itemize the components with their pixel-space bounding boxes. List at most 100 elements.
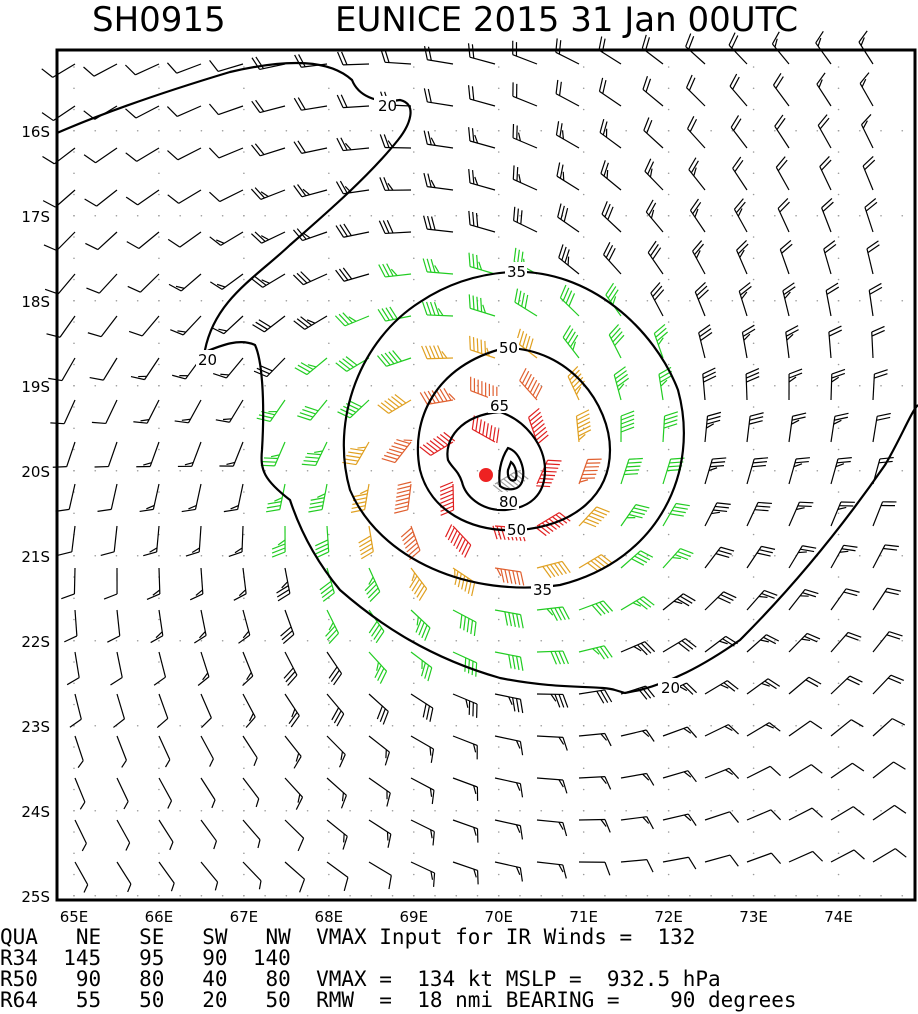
grid-dot bbox=[752, 894, 755, 897]
wind-barb bbox=[377, 350, 412, 367]
wind-barb bbox=[578, 554, 613, 572]
grid-dot bbox=[434, 554, 436, 557]
wind-barb bbox=[208, 103, 244, 116]
grid-dot bbox=[73, 87, 75, 90]
grid-dot bbox=[497, 108, 500, 111]
grid-dot bbox=[455, 809, 458, 812]
grid-dot bbox=[243, 533, 245, 536]
wind-barb bbox=[61, 567, 76, 600]
grid-dot bbox=[412, 703, 415, 706]
grid-dot bbox=[412, 767, 415, 770]
grid-dot bbox=[858, 299, 861, 302]
wind-barb bbox=[251, 231, 286, 244]
wind-barb bbox=[42, 147, 76, 165]
grid-dot bbox=[540, 809, 543, 812]
grid-dot bbox=[455, 384, 458, 387]
grid-dot bbox=[328, 554, 330, 557]
grid-dot bbox=[519, 469, 521, 472]
grid-dot bbox=[667, 491, 670, 493]
wind-barb bbox=[689, 198, 706, 233]
wind-barb bbox=[83, 105, 118, 120]
grid-dot bbox=[497, 894, 500, 897]
wind-barb bbox=[471, 415, 500, 444]
grid-dot bbox=[880, 299, 882, 302]
wind-barb bbox=[771, 31, 790, 65]
wind-barb bbox=[662, 856, 697, 870]
wind-barb bbox=[600, 160, 622, 191]
wind-barb bbox=[644, 158, 664, 191]
grid-dot bbox=[243, 788, 245, 791]
wind-barb bbox=[410, 609, 431, 641]
wind-barb bbox=[830, 849, 865, 863]
wind-barb bbox=[126, 231, 160, 250]
grid-dot bbox=[158, 767, 160, 770]
wind-barb bbox=[284, 819, 305, 852]
grid-dot bbox=[73, 852, 75, 855]
grid-dot bbox=[582, 894, 585, 897]
wind-barb bbox=[69, 693, 82, 728]
grid-dot bbox=[476, 809, 479, 812]
grid-dot bbox=[243, 257, 245, 260]
grid-dot bbox=[816, 809, 819, 812]
grid-dot bbox=[115, 554, 118, 557]
grid-dot bbox=[752, 406, 755, 408]
grid-dot bbox=[858, 894, 861, 897]
grid-dot bbox=[752, 873, 755, 876]
wind-barb bbox=[334, 312, 370, 327]
grid-dot bbox=[816, 469, 819, 472]
wind-barb bbox=[125, 105, 160, 119]
grid-dot bbox=[391, 129, 394, 132]
grid-dot bbox=[455, 554, 458, 557]
wind-barb bbox=[494, 693, 524, 714]
grid-dot bbox=[497, 87, 500, 90]
wind-barb bbox=[358, 525, 374, 560]
wind-barb bbox=[578, 600, 614, 616]
wind-barb bbox=[512, 123, 538, 149]
grid-dot bbox=[158, 384, 160, 387]
wind-barb bbox=[858, 30, 874, 65]
wind-barb bbox=[872, 501, 897, 527]
grid-dot bbox=[667, 703, 670, 706]
grid-dot bbox=[158, 639, 160, 642]
wind-barb bbox=[872, 761, 906, 779]
wind-barb bbox=[860, 114, 874, 149]
grid-dot bbox=[73, 66, 75, 68]
wind-barb bbox=[452, 693, 478, 718]
longitude-labels: 65E 66E 67E 68E 69E 70E 71E 72E 73E 74E bbox=[60, 908, 853, 926]
grid-dot bbox=[412, 831, 415, 833]
wind-barb bbox=[46, 315, 76, 338]
wind-barb bbox=[368, 861, 392, 890]
grid-dot bbox=[158, 321, 160, 323]
wind-barb bbox=[368, 609, 385, 644]
wind-barb bbox=[536, 606, 570, 621]
grid-dot bbox=[582, 724, 585, 727]
grid-dot bbox=[115, 129, 118, 132]
grid-dot bbox=[349, 469, 351, 472]
grid-dot bbox=[880, 894, 882, 897]
grid-dot bbox=[667, 129, 670, 132]
wind-barb bbox=[694, 281, 709, 317]
grid-dot bbox=[625, 809, 627, 812]
grid-dot bbox=[434, 129, 436, 132]
wind-barb bbox=[83, 147, 118, 164]
grid-dot bbox=[561, 469, 564, 472]
grid-dot bbox=[519, 554, 521, 557]
wind-barb bbox=[308, 483, 328, 513]
wind-barb bbox=[251, 273, 286, 288]
grid-dot bbox=[540, 894, 543, 897]
grid-dot bbox=[158, 597, 160, 600]
wind-barb bbox=[788, 807, 823, 821]
grid-dot bbox=[328, 108, 330, 111]
wind-barb bbox=[74, 735, 84, 768]
grid-dot bbox=[434, 384, 436, 387]
grid-dot bbox=[837, 427, 840, 430]
grid-dot bbox=[370, 809, 373, 812]
grid-dot bbox=[73, 236, 75, 238]
grid-dot bbox=[497, 746, 500, 748]
grid-dot bbox=[455, 724, 458, 727]
grid-dot bbox=[179, 384, 181, 387]
grid-dot bbox=[731, 809, 734, 812]
grid-dot bbox=[667, 767, 670, 770]
lon-tick-label: 73E bbox=[739, 908, 768, 926]
